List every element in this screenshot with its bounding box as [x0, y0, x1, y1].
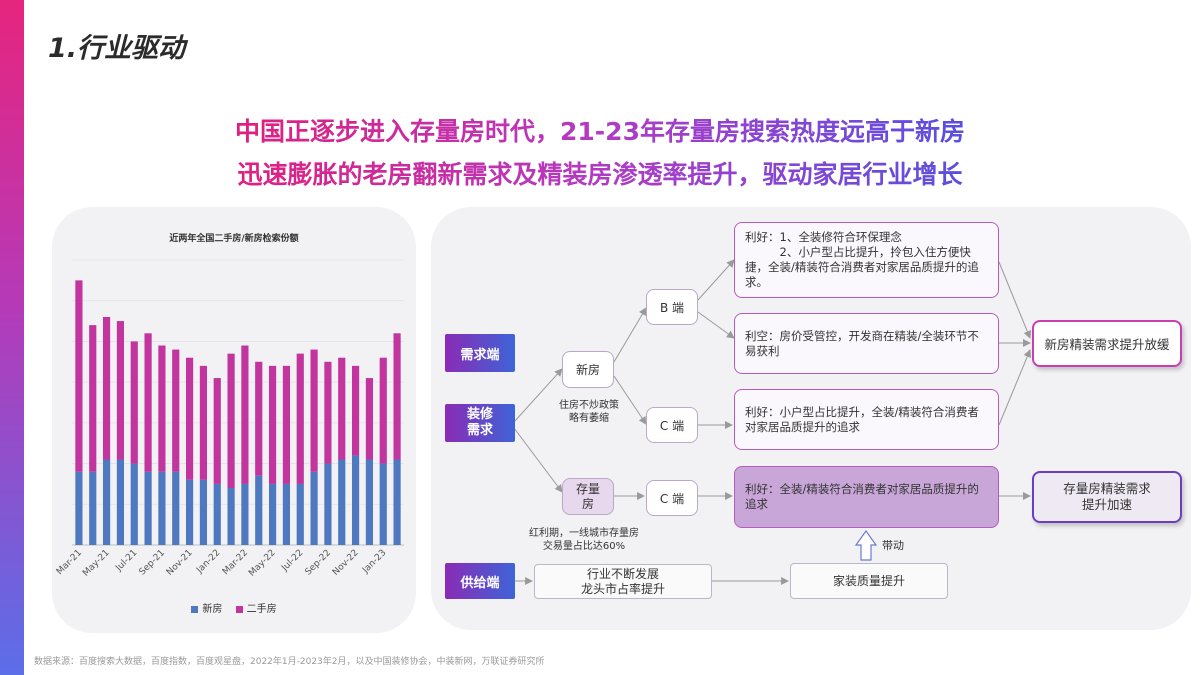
- legend-item-new: 新房: [191, 604, 222, 615]
- drive-label: 带动: [882, 539, 904, 552]
- bar-second-hand-Nov-21: [185, 357, 194, 480]
- bar-new-Feb-23: [393, 459, 401, 545]
- bar-new-Oct-22: [338, 459, 346, 545]
- legend-item-second-hand: 二手房: [235, 604, 277, 615]
- decoration-quality-box: 家装质量提升: [790, 563, 948, 599]
- bar-new-Jan-23: [379, 463, 387, 545]
- bar-new-Mar-22: [241, 483, 249, 545]
- supply-side-label: 供给端: [445, 563, 515, 599]
- bar-new-Sep-22: [324, 463, 332, 545]
- bar-second-hand-Jan-22: [213, 378, 221, 484]
- arrow-decoration-to-new: [513, 368, 563, 423]
- bar-second-hand-Nov-22: [351, 365, 360, 456]
- existing-house-result-box: 存量房精装需求 提升加速: [1032, 471, 1182, 523]
- bar-new-Nov-22: [351, 455, 360, 545]
- bar-new-Nov-21: [185, 479, 194, 545]
- up-arrow-icon: [854, 529, 878, 561]
- c-end-box-existing: C 端: [646, 480, 698, 516]
- bar-second-hand-Apr-21: [89, 325, 97, 472]
- arrow-new-to-b: [613, 307, 647, 363]
- bar-new-Aug-22: [310, 471, 318, 545]
- bar-second-hand-Sep-21: [158, 345, 166, 472]
- legend-swatch-second-hand: [235, 605, 243, 613]
- bar-second-hand-Oct-22: [338, 357, 346, 460]
- bar-second-hand-Dec-22: [365, 378, 374, 460]
- new-house-result-box: 新房精装需求提升放缓: [1032, 320, 1182, 367]
- bar-new-Aug-21: [144, 471, 152, 545]
- bar-new-Mar-21: [75, 471, 83, 545]
- bar-second-hand-Mar-21: [75, 280, 83, 472]
- bar-new-Jan-22: [213, 483, 221, 545]
- note-dividend-period: 红利期，一线城市存量房 交易量占比达60%: [529, 528, 639, 552]
- bar-new-Apr-21: [89, 471, 97, 545]
- chart-title: 近两年全国二手房/新房检索份额: [169, 234, 299, 244]
- new-house-box: 新房: [562, 351, 614, 388]
- bar-second-hand-May-22: [268, 365, 277, 484]
- chart-legend: 新房 二手房: [52, 600, 416, 615]
- bar-second-hand-Dec-21: [199, 365, 208, 480]
- legend-swatch-new: [191, 605, 199, 613]
- legend-label-new: 新房: [202, 604, 223, 615]
- c-end-box-new: C 端: [646, 407, 698, 443]
- side-accent-bar: [0, 0, 24, 675]
- b-end-benefit-box: 利好：1、全装修符合环保理念 2、小户型占比提升，拎包入住方便快捷，全装/精装符…: [734, 222, 999, 298]
- bar-new-Jul-22: [296, 483, 304, 545]
- decoration-demand-label: 装修 需求: [445, 404, 515, 442]
- bar-new-Oct-21: [172, 471, 180, 545]
- industry-development-box: 行业不断发展 龙头市占率提升: [534, 564, 712, 599]
- existing-c-end-benefit-box: 利好：全装/精装符合消费者对家居品质提升的追求: [734, 466, 999, 528]
- bar-new-Dec-22: [365, 459, 374, 545]
- bar-second-hand-Sep-22: [324, 361, 332, 464]
- arrow-decoration-to-existing: [513, 427, 563, 493]
- existing-house-box: 存量 房: [562, 478, 614, 515]
- bar-new-Jun-22: [282, 483, 291, 545]
- data-source-note: 数据来源：百度搜索大数据，百度指数，百度观星盘，2022年1月-2023年2月，…: [34, 657, 545, 667]
- bar-second-hand-Aug-22: [310, 349, 318, 472]
- bar-new-May-22: [268, 483, 277, 545]
- bar-new-Sep-21: [158, 471, 166, 545]
- legend-label-second-hand: 二手房: [246, 604, 277, 615]
- b-end-box: B 端: [646, 289, 698, 325]
- bar-second-hand-Feb-22: [227, 353, 235, 488]
- bar-second-hand-Jun-22: [282, 365, 291, 484]
- bar-new-Jul-21: [130, 463, 138, 545]
- bar-second-hand-Oct-21: [172, 349, 180, 472]
- headline-line-1: 中国正逐步进入存量房时代，21-23年存量房搜索热度远高于新房: [235, 117, 965, 146]
- bar-second-hand-Jun-21: [116, 321, 125, 460]
- arrow-good-to-result: [998, 261, 1032, 339]
- bar-second-hand-Feb-23: [393, 333, 401, 460]
- bar-second-hand-Jan-23: [379, 357, 387, 464]
- bar-new-Apr-22: [255, 475, 263, 545]
- bar-second-hand-Aug-21: [144, 333, 152, 472]
- arrow-cgood-to-result: [998, 349, 1032, 426]
- bar-new-May-21: [102, 459, 111, 545]
- note-housing-policy: 住房不炒政策 略有萎缩: [559, 400, 619, 424]
- bar-new-Feb-22: [227, 488, 235, 545]
- bar-new-Jun-21: [116, 459, 125, 545]
- arrow-b-to-good: [697, 259, 735, 301]
- arrow-b-to-bad: [697, 311, 735, 339]
- page-title: 1.行业驱动: [48, 33, 186, 64]
- demand-side-label: 需求端: [445, 334, 515, 372]
- c-end-benefit-box: 利好：小户型占比提升，全装/精装符合消费者对家居品质提升的追求: [734, 389, 999, 450]
- bar-new-Dec-21: [199, 479, 208, 545]
- b-end-drawback-box: 利空：房价受管控，开发商在精装/全装环节不易获利: [734, 313, 999, 374]
- bar-second-hand-Jul-21: [130, 341, 138, 464]
- bar-second-hand-May-21: [102, 317, 111, 460]
- bar-second-hand-Apr-22: [255, 361, 263, 476]
- arrow-new-to-c: [613, 375, 647, 425]
- headline-line-2: 迅速膨胀的老房翻新需求及精装房渗透率提升，驱动家居行业增长: [237, 160, 963, 189]
- bar-second-hand-Jul-22: [296, 353, 304, 484]
- bar-second-hand-Mar-22: [241, 345, 249, 484]
